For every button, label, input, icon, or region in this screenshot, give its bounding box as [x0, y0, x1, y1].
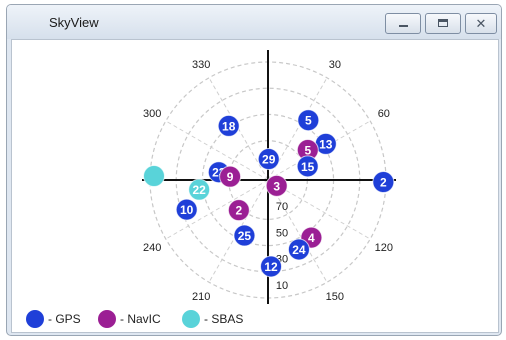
azimuth-spoke [165, 179, 269, 240]
satellite-id: 5 [305, 114, 312, 128]
satellite-id: 25 [238, 229, 252, 243]
satellite-id: 29 [262, 153, 276, 167]
azimuth-label: 300 [143, 108, 161, 120]
satellite-marker [188, 178, 211, 201]
satellite-id: 10 [180, 203, 194, 217]
satellite-id: 12 [264, 260, 278, 274]
satellite-marker [287, 238, 310, 261]
elevation-label: 70 [276, 201, 288, 213]
sbas-swatch [182, 310, 200, 328]
satellite-marker [219, 165, 242, 188]
azimuth-label: 240 [143, 242, 161, 254]
azimuth-spoke [165, 120, 269, 181]
azimuth-label: 210 [192, 291, 210, 303]
satellite-id: 4 [308, 231, 315, 245]
azimuth-spoke [267, 179, 328, 283]
legend-label-gps: - GPS [48, 312, 81, 326]
minimize-button[interactable] [385, 13, 421, 34]
close-icon: ✕ [475, 16, 487, 31]
satellite-id: 24 [292, 243, 306, 257]
azimuth-label: 60 [378, 108, 390, 120]
satellite-id: 13 [319, 137, 333, 151]
azimuth-label: 120 [375, 242, 393, 254]
skyview-window: SkyView ✕ 330 30 300 60 240 120 210 150 70 50 30 10… [6, 4, 502, 336]
navic-swatch [98, 310, 116, 328]
window-title: SkyView [49, 15, 99, 30]
satellite-id: 3 [273, 179, 280, 193]
satellite-marker [257, 148, 280, 171]
sky-view-panel: 330 30 300 60 240 120 210 150 70 50 30 10 18 5 13 5 29 15… [11, 39, 499, 333]
elevation-label: 50 [276, 227, 288, 239]
azimuth-spoke [267, 179, 371, 240]
satellite-id: 2 [380, 176, 387, 190]
satellite-marker [233, 224, 256, 247]
satellite-marker [297, 109, 320, 132]
satellite-marker [260, 255, 283, 278]
satellite-marker [265, 174, 288, 197]
satellite-marker [217, 114, 240, 137]
satellite-id: 15 [301, 160, 315, 174]
azimuth-spoke [267, 77, 328, 181]
satellite-marker [296, 155, 319, 178]
satellite-marker [175, 198, 198, 221]
minimize-icon [399, 25, 408, 27]
azimuth-label: 30 [329, 59, 341, 71]
elevation-label: 10 [276, 280, 288, 292]
title-bar[interactable]: SkyView ✕ [7, 5, 501, 39]
satellite-id: 18 [222, 119, 236, 133]
satellite-marker [372, 171, 395, 194]
satellite-marker [227, 199, 250, 222]
close-button[interactable]: ✕ [465, 13, 497, 34]
satellite-id: 9 [227, 170, 234, 184]
maximize-icon [438, 19, 448, 27]
maximize-button[interactable] [425, 13, 461, 34]
satellite-id: 2 [236, 204, 243, 218]
gps-swatch [26, 310, 44, 328]
legend-label-sbas: - SBAS [204, 312, 244, 326]
satellite-marker [143, 165, 166, 188]
satellite-id: 22 [193, 183, 207, 197]
legend-label-navic: - NavIC [120, 312, 161, 326]
azimuth-label: 330 [192, 59, 210, 71]
azimuth-label: 150 [326, 291, 344, 303]
satellite-id: 5 [304, 144, 311, 158]
